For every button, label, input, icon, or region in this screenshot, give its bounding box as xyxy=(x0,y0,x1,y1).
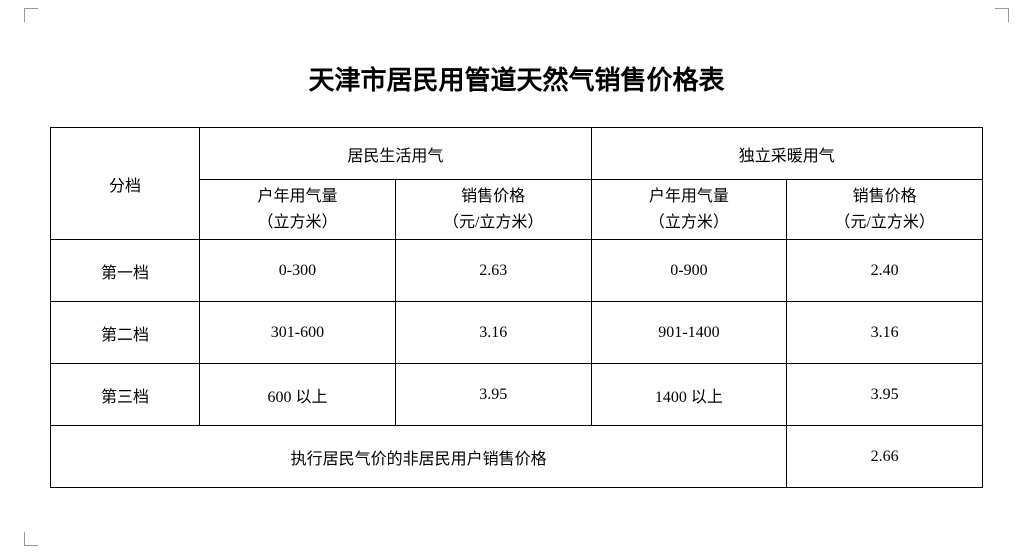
sub-price-unit: （元/立方米） xyxy=(443,214,543,231)
table-footer-row: 执行居民气价的非居民用户销售价格 2.66 xyxy=(51,426,983,488)
cell-g1-usage: 600 以上 xyxy=(200,364,396,426)
sub-usage-unit: （立方米） xyxy=(649,214,729,231)
price-table: 分档 居民生活用气 独立采暖用气 户年用气量 （立方米） 销售价格 （元/立方米… xyxy=(50,127,983,488)
col-group-heating: 独立采暖用气 xyxy=(591,128,982,180)
page-title: 天津市居民用管道天然气销售价格表 xyxy=(50,60,983,97)
cell-g1-price: 3.16 xyxy=(395,302,591,364)
col-sub-usage: 户年用气量 （立方米） xyxy=(200,180,396,240)
table-row: 第二档 301-600 3.16 901-1400 3.16 xyxy=(51,302,983,364)
cell-g1-usage: 301-600 xyxy=(200,302,396,364)
crop-mark xyxy=(24,526,44,546)
footer-price: 2.66 xyxy=(787,426,983,488)
sub-usage-unit: （立方米） xyxy=(257,214,337,231)
cell-tier: 第三档 xyxy=(51,364,200,426)
table-row: 第一档 0-300 2.63 0-900 2.40 xyxy=(51,240,983,302)
crop-mark xyxy=(24,8,44,28)
sub-usage-label: 户年用气量 xyxy=(649,188,729,205)
cell-tier: 第二档 xyxy=(51,302,200,364)
sub-price-label: 销售价格 xyxy=(461,188,525,205)
footer-label: 执行居民气价的非居民用户销售价格 xyxy=(51,426,787,488)
cell-g2-usage: 0-900 xyxy=(591,240,787,302)
cell-g1-usage: 0-300 xyxy=(200,240,396,302)
sub-usage-label: 户年用气量 xyxy=(257,188,337,205)
cell-g2-usage: 1400 以上 xyxy=(591,364,787,426)
sub-price-unit: （元/立方米） xyxy=(834,214,934,231)
crop-mark xyxy=(989,8,1009,28)
sub-price-label: 销售价格 xyxy=(853,188,917,205)
col-sub-usage: 户年用气量 （立方米） xyxy=(591,180,787,240)
col-sub-price: 销售价格 （元/立方米） xyxy=(787,180,983,240)
cell-tier: 第一档 xyxy=(51,240,200,302)
col-tier-header: 分档 xyxy=(51,128,200,240)
cell-g2-price: 2.40 xyxy=(787,240,983,302)
col-group-living: 居民生活用气 xyxy=(200,128,591,180)
cell-g2-price: 3.95 xyxy=(787,364,983,426)
col-sub-price: 销售价格 （元/立方米） xyxy=(395,180,591,240)
cell-g1-price: 2.63 xyxy=(395,240,591,302)
cell-g2-usage: 901-1400 xyxy=(591,302,787,364)
cell-g1-price: 3.95 xyxy=(395,364,591,426)
cell-g2-price: 3.16 xyxy=(787,302,983,364)
table-row: 第三档 600 以上 3.95 1400 以上 3.95 xyxy=(51,364,983,426)
